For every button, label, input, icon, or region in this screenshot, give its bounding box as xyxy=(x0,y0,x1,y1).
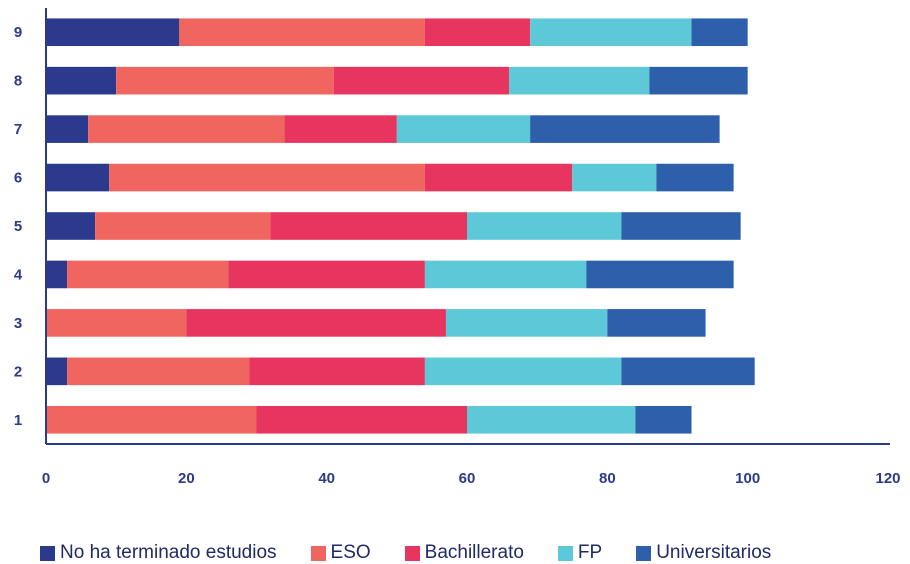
bar-segment-8-series-3 xyxy=(509,66,650,95)
bar-segment-7-series-3 xyxy=(396,115,531,143)
bar-segment-1-series-4 xyxy=(635,405,692,434)
x-tick-label-60: 60 xyxy=(459,470,476,487)
legend-swatch-no-ha-terminado xyxy=(40,545,55,561)
bar-segment-7-series-4 xyxy=(530,115,720,143)
bar-segment-7-series-1 xyxy=(88,115,285,143)
x-tick-label-40: 40 xyxy=(318,470,335,487)
bars-layer xyxy=(46,18,755,434)
bar-segment-3-series-4 xyxy=(607,309,706,337)
bar-segment-9-series-0 xyxy=(46,18,180,47)
bar-segment-7-series-0 xyxy=(46,115,89,143)
bar-segment-8-series-0 xyxy=(46,66,117,95)
bar-segment-5-series-4 xyxy=(621,212,741,240)
bar-segment-2-series-2 xyxy=(249,357,425,386)
bar-segment-4-series-0 xyxy=(46,260,68,289)
y-tick-label-8: 8 xyxy=(14,73,22,90)
bar-segment-3-series-1 xyxy=(46,309,187,337)
bar-segment-2-series-3 xyxy=(424,357,622,386)
bar-segment-4-series-1 xyxy=(67,260,229,289)
bar-segment-3-series-2 xyxy=(186,309,446,337)
legend-label-bachillerato: Bachillerato xyxy=(424,542,524,563)
bar-segment-4-series-4 xyxy=(586,260,734,289)
legend-label-eso: ESO xyxy=(330,542,371,563)
bar-segment-6-series-1 xyxy=(109,163,425,192)
bar-segment-5-series-2 xyxy=(270,212,467,240)
bar-segment-5-series-1 xyxy=(95,212,271,240)
y-tick-label-5: 5 xyxy=(14,218,22,235)
legend-label-universitarios: Universitarios xyxy=(656,542,772,563)
legend-label-no-ha-terminado: No ha terminado estudios xyxy=(60,542,277,563)
legend-swatch-fp xyxy=(557,545,573,561)
stacked-bar-chart: 1 2 3 4 5 6 7 8 9 0 20 40 60 80 100 120 xyxy=(14,8,901,487)
y-tick-label-3: 3 xyxy=(14,315,22,332)
bar-segment-6-series-0 xyxy=(46,163,110,192)
legend-swatch-bachillerato xyxy=(404,545,420,561)
bar-segment-8-series-1 xyxy=(116,66,334,95)
x-tick-labels: 0 20 40 60 80 100 120 xyxy=(42,470,901,487)
bar-segment-5-series-0 xyxy=(46,212,96,240)
legend-swatch-universitarios xyxy=(636,545,652,561)
y-tick-label-2: 2 xyxy=(14,363,22,380)
bar-segment-9-series-2 xyxy=(424,18,531,47)
bar-segment-4-series-3 xyxy=(424,260,587,289)
y-tick-label-4: 4 xyxy=(14,266,23,283)
bar-segment-1-series-3 xyxy=(467,405,636,434)
bar-segment-1-series-1 xyxy=(46,405,257,434)
y-tick-label-1: 1 xyxy=(14,412,22,429)
legend-item-bachillerato: Bachillerato xyxy=(404,542,524,564)
bar-segment-2-series-0 xyxy=(46,357,68,386)
bar-segment-2-series-1 xyxy=(67,357,250,386)
legend-item-fp: FP xyxy=(557,542,603,564)
legend-item-no-ha-terminado: No ha terminado estudios xyxy=(40,542,277,564)
bar-segment-2-series-4 xyxy=(621,357,755,386)
bar-segment-9-series-1 xyxy=(179,18,425,47)
legend-label-fp: FP xyxy=(577,542,603,563)
legend-swatch-eso xyxy=(310,545,326,561)
bar-segment-1-series-2 xyxy=(256,405,467,434)
y-tick-label-7: 7 xyxy=(14,121,22,138)
x-tick-label-20: 20 xyxy=(178,470,195,487)
bar-segment-9-series-3 xyxy=(530,18,692,47)
bar-segment-8-series-2 xyxy=(333,66,510,95)
bar-segment-6-series-3 xyxy=(572,163,657,192)
y-tick-label-9: 9 xyxy=(14,24,22,41)
legend-item-universitarios: Universitarios xyxy=(636,542,771,564)
bar-segment-8-series-4 xyxy=(649,66,748,95)
bar-segment-7-series-2 xyxy=(284,115,397,143)
x-tick-label-120: 120 xyxy=(875,470,900,487)
bar-segment-6-series-4 xyxy=(656,163,734,192)
y-tick-label-6: 6 xyxy=(14,170,22,187)
legend-item-eso: ESO xyxy=(310,542,371,564)
legend: No ha terminado estudios ESO Bachillerat… xyxy=(40,542,805,564)
y-tick-labels: 1 2 3 4 5 6 7 8 9 xyxy=(14,24,23,429)
bar-segment-9-series-4 xyxy=(691,18,748,47)
bar-segment-4-series-2 xyxy=(228,260,425,289)
x-tick-label-0: 0 xyxy=(42,470,50,487)
bar-segment-6-series-2 xyxy=(424,163,573,192)
bar-segment-3-series-3 xyxy=(445,309,608,337)
x-tick-label-80: 80 xyxy=(599,470,616,487)
x-tick-label-100: 100 xyxy=(735,470,760,487)
bar-segment-5-series-3 xyxy=(467,212,622,240)
